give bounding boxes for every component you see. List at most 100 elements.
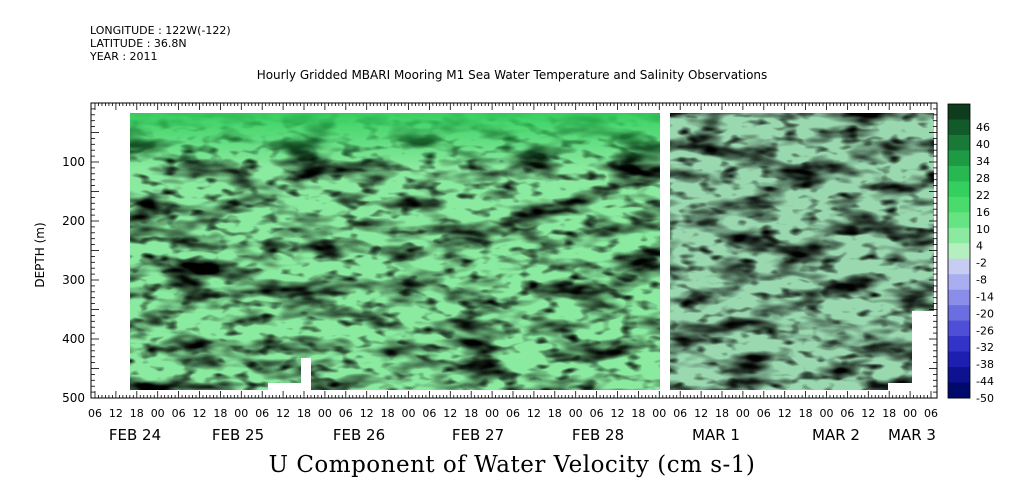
colorbar-swatch <box>948 336 970 353</box>
x-hour-label: 00 <box>569 407 583 420</box>
colorbar-label: -50 <box>976 392 994 405</box>
colorbar-swatch <box>948 134 970 151</box>
colorbar <box>947 103 971 399</box>
x-hour-labels: 06 12 18 00 06 12 18 00 06 12 18 00 06 12 18 00 06 12 18 00… <box>88 407 938 420</box>
colorbar-label: -38 <box>976 358 994 371</box>
chart-title: Hourly Gridded MBARI Mooring M1 Sea Wate… <box>256 68 768 82</box>
longitude-label: LONGITUDE : 122W(-122) <box>90 24 231 37</box>
x-hour-label: 12 <box>527 407 541 420</box>
colorbar-label: 40 <box>976 138 990 151</box>
colorbar-swatch <box>948 305 970 322</box>
colorbar-label: 34 <box>976 155 990 168</box>
y-tick-label: 500 <box>62 391 85 405</box>
colorbar-label: -20 <box>976 307 994 320</box>
colorbar-label: -26 <box>976 324 994 337</box>
colorbar-swatch <box>948 367 970 384</box>
x-hour-label: 06 <box>88 407 102 420</box>
colorbar-swatch <box>948 181 970 198</box>
y-axis-ticks: 100 200 300 400 500 <box>62 102 937 405</box>
colorbar-label: -32 <box>976 341 994 354</box>
x-hour-label: 06 <box>255 407 269 420</box>
x-hour-label: 12 <box>861 407 875 420</box>
x-hour-label: 06 <box>339 407 353 420</box>
x-hour-label: 06 <box>506 407 520 420</box>
x-day-label: FEB 24 <box>109 426 161 444</box>
colorbar-swatch <box>948 320 970 337</box>
x-hour-label: 18 <box>464 407 478 420</box>
x-hour-label: 12 <box>443 407 457 420</box>
x-hour-label: 00 <box>736 407 750 420</box>
x-hour-label: 12 <box>778 407 792 420</box>
x-hour-label: 18 <box>715 407 729 420</box>
x-axis-ticks <box>94 103 932 398</box>
variable-title: U Component of Water Velocity (cm s-1) <box>268 452 756 478</box>
x-hour-label: 18 <box>548 407 562 420</box>
field-missing-3 <box>888 383 918 391</box>
x-hour-label: 12 <box>193 407 207 420</box>
x-hour-label: 06 <box>924 407 938 420</box>
colorbar-swatch <box>948 119 970 136</box>
field-gap <box>660 103 670 393</box>
colorbar-swatch <box>948 382 970 399</box>
x-hour-label: 00 <box>820 407 834 420</box>
colorbar-swatch <box>948 289 970 306</box>
field-missing-1 <box>268 383 308 391</box>
x-hour-label: 00 <box>485 407 499 420</box>
y-tick-label: 400 <box>62 332 85 346</box>
colorbar-swatch <box>948 196 970 213</box>
colorbar-swatch <box>948 227 970 244</box>
colorbar-label: -2 <box>976 257 987 270</box>
y-tick-label: 300 <box>62 273 85 287</box>
x-hour-label: 12 <box>276 407 290 420</box>
x-hour-label: 18 <box>381 407 395 420</box>
x-hour-label: 18 <box>297 407 311 420</box>
x-hour-label: 06 <box>757 407 771 420</box>
colorbar-label: 16 <box>976 206 990 219</box>
field-surface-band <box>130 113 660 168</box>
x-hour-label: 00 <box>402 407 416 420</box>
latitude-label: LATITUDE : 36.8N <box>90 37 187 50</box>
colorbar-swatch <box>948 351 970 368</box>
x-day-label: FEB 25 <box>212 426 264 444</box>
x-hour-label: 00 <box>234 407 248 420</box>
colorbar-swatch <box>948 212 970 229</box>
x-hour-label: 00 <box>652 407 666 420</box>
colorbar-swatch <box>948 150 970 167</box>
field-missing-2 <box>301 358 311 390</box>
colorbar-label: 4 <box>976 240 983 253</box>
heatmap-field <box>130 103 934 393</box>
y-tick-label: 200 <box>62 214 85 228</box>
colorbar-swatch <box>948 274 970 291</box>
colorbar-swatch <box>948 104 970 120</box>
x-hour-label: 18 <box>799 407 813 420</box>
colorbar-label: -14 <box>976 290 994 303</box>
x-hour-label: 18 <box>882 407 896 420</box>
x-hour-label: 06 <box>840 407 854 420</box>
y-tick-label: 100 <box>62 155 85 169</box>
x-hour-label: 12 <box>694 407 708 420</box>
x-day-label: FEB 28 <box>572 426 624 444</box>
x-hour-label: 18 <box>130 407 144 420</box>
colorbar-label: 22 <box>976 189 990 202</box>
x-hour-label: 06 <box>590 407 604 420</box>
x-hour-label: 00 <box>318 407 332 420</box>
colorbar-label: 46 <box>976 121 990 134</box>
x-hour-label: 06 <box>673 407 687 420</box>
x-day-label: FEB 26 <box>333 426 385 444</box>
colorbar-label: -8 <box>976 274 987 287</box>
x-hour-label: 06 <box>422 407 436 420</box>
x-hour-label: 00 <box>151 407 165 420</box>
x-day-label: MAR 1 <box>692 426 740 444</box>
plot-metadata: LONGITUDE : 122W(-122) LATITUDE : 36.8N … <box>90 24 231 63</box>
x-day-label: MAR 2 <box>812 426 860 444</box>
colorbar-swatch <box>948 258 970 275</box>
x-day-label: MAR 3 <box>888 426 936 444</box>
x-day-labels: FEB 24 FEB 25 FEB 26 FEB 27 FEB 28 MAR 1 MAR 2… <box>109 426 936 444</box>
x-hour-label: 18 <box>631 407 645 420</box>
x-hour-label: 12 <box>360 407 374 420</box>
x-hour-label: 06 <box>172 407 186 420</box>
colorbar-label: 28 <box>976 172 990 185</box>
x-hour-label: 12 <box>611 407 625 420</box>
year-label: YEAR : 2011 <box>90 50 158 63</box>
